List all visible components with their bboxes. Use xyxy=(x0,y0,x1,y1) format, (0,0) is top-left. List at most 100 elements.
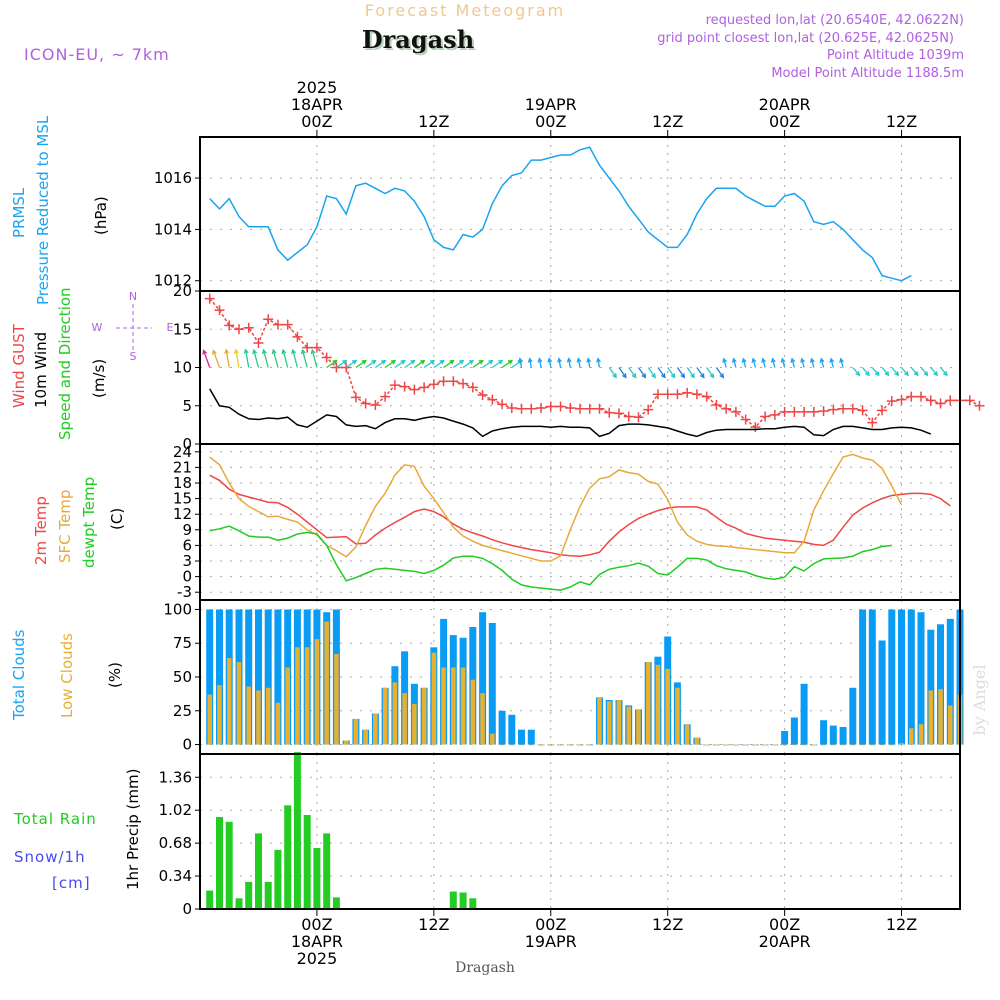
gust-label: Wind GUST xyxy=(10,323,28,408)
wind-arrow-head xyxy=(612,373,617,379)
gust-marker xyxy=(555,401,566,412)
wind-arrow-shaft xyxy=(810,358,815,368)
wind-arrow-icon xyxy=(394,359,406,369)
watermark: by Angel xyxy=(970,664,989,735)
ytick-label: 5 xyxy=(182,397,192,415)
bar-low-clouds xyxy=(811,744,817,746)
bar-low-clouds xyxy=(694,737,700,745)
panel-wind: 0 5 10 15 20 xyxy=(173,282,985,453)
wind-arrow-head xyxy=(310,348,316,355)
bar-low-clouds xyxy=(772,744,778,746)
bar-low-clouds xyxy=(840,744,846,746)
rain-legend: Total Rain xyxy=(13,810,97,828)
wind-arrow-icon xyxy=(596,357,601,368)
bar-low-clouds xyxy=(675,687,680,745)
gust-marker xyxy=(458,378,469,389)
wind-arrow-head xyxy=(212,349,217,355)
gust-marker xyxy=(584,403,595,414)
bar-total-rain xyxy=(225,821,233,909)
cloud-unit-label: (%) xyxy=(106,662,124,688)
wind-arrow-shaft xyxy=(336,360,347,369)
gust-marker xyxy=(243,322,254,333)
gust-marker xyxy=(974,400,985,411)
ytick-label: 1014 xyxy=(154,220,192,238)
gust-marker xyxy=(360,398,371,409)
wind-arrow-head xyxy=(942,371,948,377)
ytick-label: 0 xyxy=(182,435,192,453)
wind-arrow-icon xyxy=(224,348,230,368)
wind-arrow-head xyxy=(371,359,377,365)
bar-low-clouds xyxy=(558,744,563,746)
wind-arrow-head xyxy=(478,359,484,365)
wind-arrow-shaft xyxy=(910,367,919,376)
wind-arrow-head xyxy=(709,373,715,379)
bar-low-clouds xyxy=(636,709,641,745)
ytick-label: 25 xyxy=(173,702,192,720)
wind-arrow-shaft xyxy=(326,360,337,369)
bar-low-clouds xyxy=(227,658,232,745)
bar-low-clouds xyxy=(470,679,476,745)
bar-low-clouds xyxy=(948,705,953,745)
wind-arrow-head xyxy=(281,348,287,355)
bar-low-clouds xyxy=(753,744,758,746)
wind-unit-label: (m/s) xyxy=(90,359,108,398)
wind-arrow-shaft xyxy=(301,349,308,368)
wind-arrow-shaft xyxy=(311,349,318,368)
bottom-tick-label: 19APR xyxy=(525,932,577,951)
wind-arrow-head xyxy=(518,357,523,363)
bar-total-clouds xyxy=(829,725,837,745)
wind-arrow-head xyxy=(731,357,737,363)
wind-arrow-shaft xyxy=(355,360,367,369)
bar-low-clouds xyxy=(743,744,748,746)
gust-marker xyxy=(331,362,342,373)
wind-arrow-icon xyxy=(518,357,523,368)
bar-total-clouds xyxy=(255,609,262,745)
bar-total-rain xyxy=(469,898,477,909)
bar-total-clouds xyxy=(839,727,847,745)
bar-total-clouds xyxy=(245,609,253,745)
bar-low-clouds xyxy=(421,687,427,745)
wind-arrow-head xyxy=(855,371,861,377)
bar-total-clouds xyxy=(508,714,516,745)
gust-marker xyxy=(818,406,829,417)
bar-low-clouds xyxy=(607,701,612,745)
wind-arrow-head xyxy=(361,359,367,365)
wind-arrow-shaft xyxy=(394,360,406,369)
wind-arrow-shaft xyxy=(423,360,435,369)
wind-arrow-shaft xyxy=(597,358,601,368)
pressure-labels: PRMSL Pressure Reduced to MSL (hPa) xyxy=(10,115,110,305)
wind-arrow-icon xyxy=(647,367,656,379)
wind-arrow-icon xyxy=(839,357,844,368)
wind-arrow-head xyxy=(722,357,728,363)
wind-arrow-icon xyxy=(433,359,445,369)
wind-arrow-head xyxy=(224,348,230,354)
bottom-tick-label: 2025 xyxy=(297,949,338,968)
gust-marker xyxy=(623,411,634,422)
speed-direction-label: Speed and Direction xyxy=(56,287,74,440)
wind-arrow-icon xyxy=(547,357,553,368)
bar-low-clouds xyxy=(382,687,388,745)
bar-low-clouds xyxy=(577,744,583,746)
gust-marker xyxy=(643,404,654,415)
wind-arrow-shaft xyxy=(696,367,705,378)
ytick-label: 6 xyxy=(182,536,192,554)
wind-arrow-head xyxy=(923,371,929,377)
wind-arrow-shaft xyxy=(732,358,737,368)
series-dewpt-temp xyxy=(209,525,892,591)
wind-arrow-shaft xyxy=(742,358,747,368)
bar-total-clouds xyxy=(868,609,876,745)
point-altitude: Point Altitude 1039m xyxy=(827,48,964,63)
pressure-unit-label: (hPa) xyxy=(92,196,110,235)
ytick-label: 24 xyxy=(173,443,192,461)
wind-arrow-shaft xyxy=(852,367,860,376)
bar-low-clouds xyxy=(392,682,398,745)
wind-arrow-shaft xyxy=(548,358,552,368)
ytick-label: 1012 xyxy=(154,272,192,290)
gust-marker xyxy=(652,389,663,400)
bar-low-clouds xyxy=(451,667,456,745)
wind-arrow-head xyxy=(651,373,656,379)
bar-low-clouds xyxy=(889,744,894,746)
wind-arrow-shaft xyxy=(443,360,454,369)
bar-low-clouds xyxy=(831,744,836,746)
wind-arrow-shaft xyxy=(871,367,880,376)
